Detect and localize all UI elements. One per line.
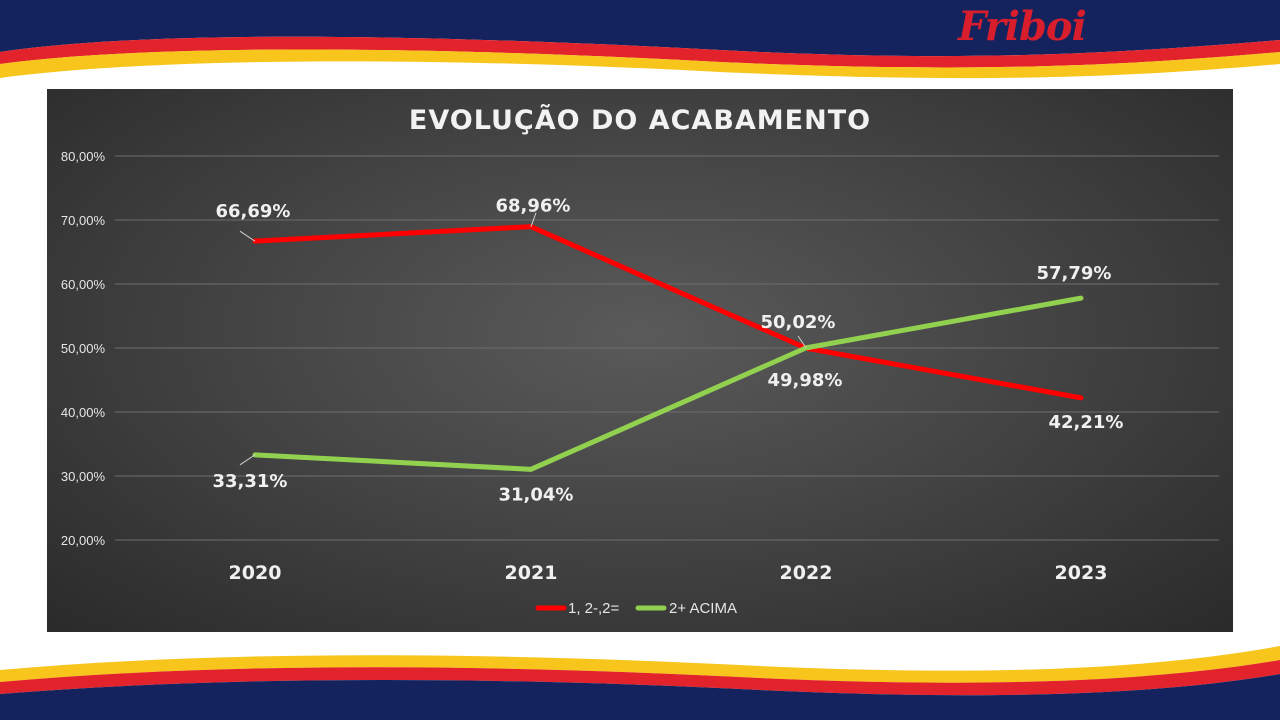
x-tick-label: 2022 (780, 562, 833, 584)
x-axis-ticks: 2020 2021 2022 2023 (229, 562, 1108, 584)
series-line (252, 295, 1084, 472)
banner-bottom-yellow-stripe (0, 646, 1280, 683)
y-axis-ticks: 20,00% 30,00% 40,00% 50,00% 60,00% 70,00% 80,0… (61, 149, 106, 548)
data-label: 50,02% (761, 312, 836, 333)
x-tick-label: 2021 (505, 562, 558, 584)
label-leader-line (239, 230, 256, 242)
y-tick-label: 70,00% (61, 213, 106, 228)
series-line (252, 224, 1084, 401)
x-tick-label: 2023 (1055, 562, 1108, 584)
legend-label: 2+ ACIMA (669, 600, 737, 617)
banner-navy-band (0, 0, 1280, 57)
chart-title: EVOLUÇÃO DO ACABAMENTO (409, 104, 871, 136)
data-label: 49,98% (768, 370, 843, 391)
data-label: 57,79% (1037, 263, 1112, 284)
y-tick-label: 50,00% (61, 341, 106, 356)
label-leader-line (797, 335, 807, 349)
series-layer (252, 224, 1084, 472)
label-leader-line (530, 212, 537, 227)
data-labels: 66,69% 68,96% 49,98% 42,21% 33,31% 31,04% 50,0… (213, 196, 1124, 506)
banner-bottom-red-stripe (0, 660, 1280, 696)
legend: 1, 2-,2= 2+ ACIMA (535, 600, 737, 617)
y-tick-label: 60,00% (61, 277, 106, 292)
y-tick-label: 20,00% (61, 533, 106, 548)
bottom-banner (0, 646, 1280, 720)
y-tick-label: 30,00% (61, 469, 106, 484)
y-tick-label: 40,00% (61, 405, 106, 420)
brand-logo: Friboi (958, 2, 1087, 52)
data-label: 31,04% (499, 484, 574, 505)
data-label: 33,31% (213, 471, 288, 492)
banner-yellow-stripe (0, 49, 1280, 79)
x-tick-label: 2020 (229, 562, 282, 584)
top-banner (0, 0, 1280, 79)
data-label: 42,21% (1049, 412, 1124, 433)
y-tick-label: 80,00% (61, 149, 106, 164)
chart-panel: EVOLUÇÃO DO ACABAMENTO 20,00% 30,00% 40,00… (47, 89, 1233, 632)
data-label: 66,69% (216, 201, 291, 222)
label-leader-line (239, 454, 256, 466)
legend-label: 1, 2-,2= (568, 600, 620, 617)
data-label: 68,96% (496, 196, 571, 217)
line-chart: EVOLUÇÃO DO ACABAMENTO 20,00% 30,00% 40,00… (61, 104, 1219, 617)
banner-bottom-navy-band (0, 674, 1280, 720)
brand-logo-text: Friboi (958, 3, 1087, 50)
grid-layer (115, 155, 1219, 541)
banner-red-stripe (0, 36, 1280, 68)
